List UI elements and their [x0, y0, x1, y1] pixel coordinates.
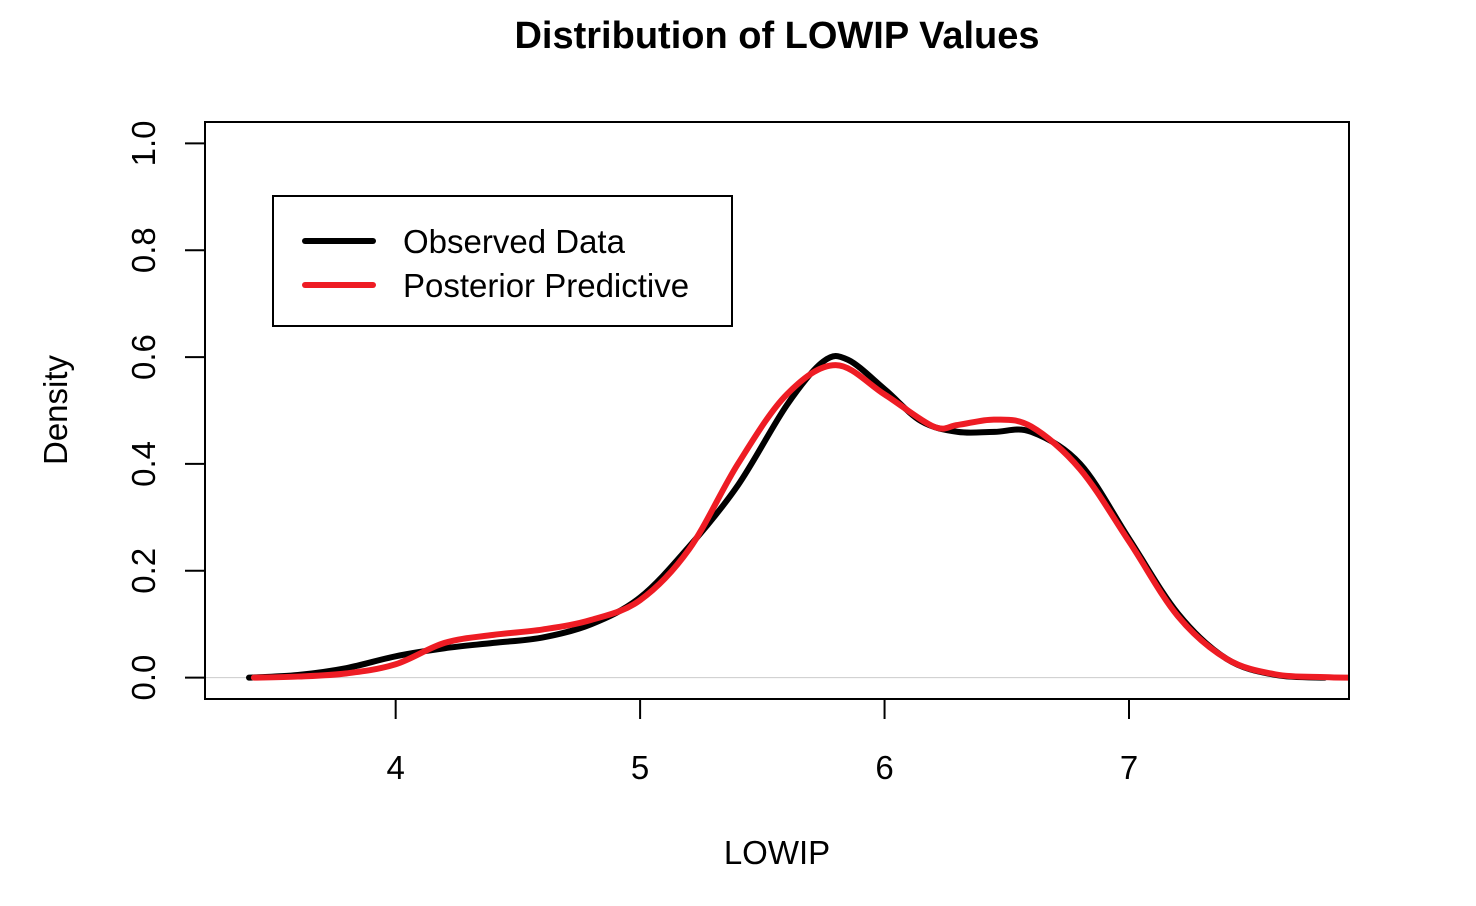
legend-label-1: Observed Data [403, 223, 626, 260]
chart-title: Distribution of LOWIP Values [514, 15, 1039, 57]
series-line-1 [246, 352, 1328, 681]
legend: Observed Data Posterior Predictive [272, 195, 733, 327]
x-tick-label: 5 [631, 749, 649, 786]
legend-box [272, 195, 733, 327]
y-tick-label: 0.6 [125, 334, 162, 380]
x-axis-label: LOWIP [724, 834, 830, 871]
y-tick-label: 0.4 [125, 441, 162, 487]
x-tick-label: 7 [1120, 749, 1138, 786]
series-layer [246, 352, 1349, 681]
y-tick-label: 0.8 [125, 227, 162, 273]
x-axis: 4 5 6 7 [386, 698, 1138, 786]
legend-entries: Observed Data Posterior Predictive [302, 223, 689, 304]
y-axis: 0.0 0.2 0.4 0.6 0.8 1.0 [125, 120, 206, 701]
x-tick-label: 6 [875, 749, 893, 786]
x-tick-label: 4 [386, 749, 404, 786]
y-tick-label: 0.0 [125, 655, 162, 701]
y-tick-label: 0.2 [125, 548, 162, 594]
y-axis-label: Density [37, 354, 74, 465]
legend-label-2: Posterior Predictive [403, 267, 689, 304]
series-line-2 [250, 362, 1349, 681]
y-tick-label: 1.0 [125, 120, 162, 166]
